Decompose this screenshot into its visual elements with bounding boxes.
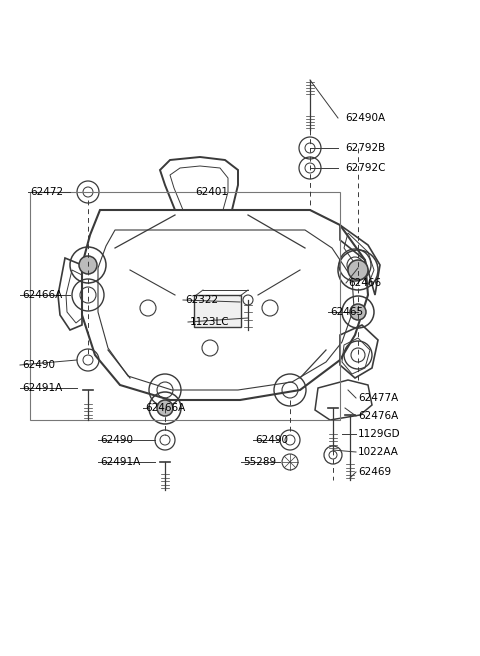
Text: 62792B: 62792B xyxy=(345,143,385,153)
Text: 62792C: 62792C xyxy=(345,163,385,173)
Circle shape xyxy=(350,304,366,320)
FancyBboxPatch shape xyxy=(194,295,241,327)
Circle shape xyxy=(79,256,97,274)
Text: 1129GD: 1129GD xyxy=(358,429,401,439)
Text: 62469: 62469 xyxy=(358,467,391,477)
Text: 62490: 62490 xyxy=(255,435,288,445)
Text: 62465: 62465 xyxy=(330,307,363,317)
Text: 1123LC: 1123LC xyxy=(190,317,229,327)
Text: 62466A: 62466A xyxy=(145,403,185,413)
Text: 62491A: 62491A xyxy=(100,457,140,467)
Text: 62490A: 62490A xyxy=(345,113,385,123)
Circle shape xyxy=(348,260,368,280)
Text: 62476A: 62476A xyxy=(358,411,398,421)
Bar xyxy=(30,192,340,420)
Text: 62490: 62490 xyxy=(22,360,55,370)
Text: 62466A: 62466A xyxy=(22,290,62,300)
Text: 62472: 62472 xyxy=(30,187,63,197)
Circle shape xyxy=(157,400,173,416)
Text: 55289: 55289 xyxy=(243,457,276,467)
Text: 62401: 62401 xyxy=(195,187,228,197)
Text: 1022AA: 1022AA xyxy=(358,447,399,457)
Text: 62491A: 62491A xyxy=(22,383,62,393)
Circle shape xyxy=(243,295,253,305)
Text: 62477A: 62477A xyxy=(358,393,398,403)
Text: 62322: 62322 xyxy=(185,295,218,305)
Text: 62490: 62490 xyxy=(100,435,133,445)
Text: 62466: 62466 xyxy=(348,278,381,288)
